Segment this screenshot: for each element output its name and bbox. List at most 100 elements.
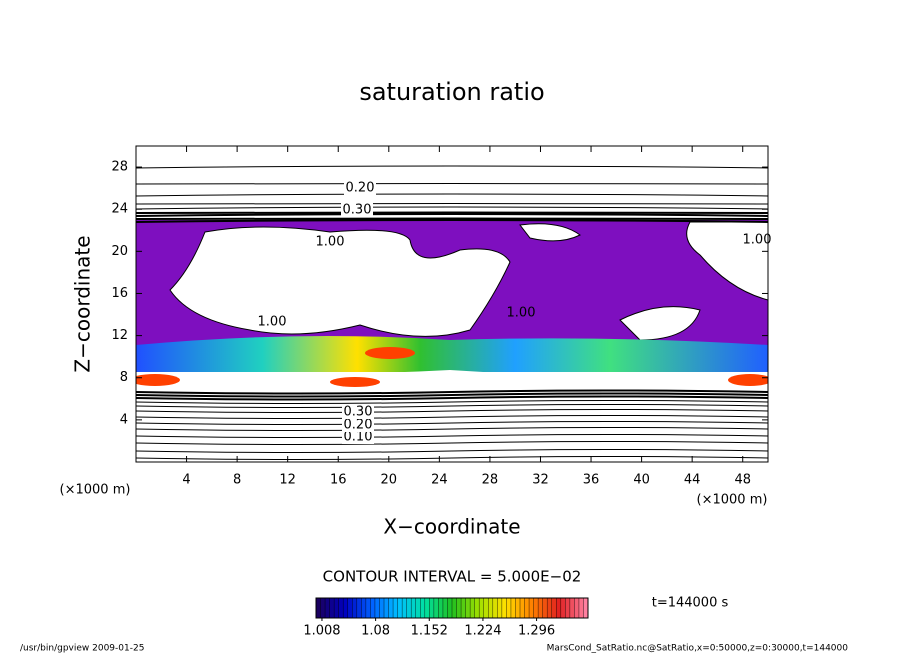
x-tick-label: 4: [182, 473, 190, 488]
colorbar-cell: [334, 598, 340, 618]
colorbar-cell: [538, 598, 544, 618]
contour-line: [136, 183, 768, 185]
footer: MarsCond_SatRatio.nc@SatRatio,x=0:50000,…: [547, 644, 849, 654]
colorbar-cell: [470, 598, 476, 618]
colorbar-cell: [524, 598, 530, 618]
contour-line: [136, 395, 768, 401]
colorbar-cell: [356, 598, 362, 618]
contour-line: [136, 400, 768, 404]
colorbar-cell: [352, 598, 358, 618]
contour-line: [136, 404, 768, 408]
x-unit: (×1000 m): [697, 493, 768, 508]
contour-label: 0.10: [344, 430, 373, 445]
y-tick-label: 28: [111, 160, 128, 175]
y-tick-label: 12: [111, 328, 128, 343]
colorbar-cell: [424, 598, 430, 618]
region: [619, 306, 701, 341]
cloud-core: [330, 377, 380, 387]
colorbar-cell: [520, 598, 526, 618]
region: [519, 223, 581, 242]
colorbar-cell: [565, 598, 571, 618]
colorbar-cell: [370, 598, 376, 618]
colorbar-cell: [438, 598, 444, 618]
x-tick-label: 12: [279, 473, 296, 488]
colorbar-tick-label: 1.224: [464, 624, 501, 639]
label-bg: [344, 181, 376, 195]
contour-line: [136, 434, 768, 438]
colorbar-cell: [433, 598, 439, 618]
contour-label: 0.30: [344, 405, 373, 420]
region: [169, 226, 511, 337]
x-tick-label: 44: [684, 473, 701, 488]
contour-line: [136, 392, 768, 398]
colorbar-frame: [315, 597, 589, 619]
region: [686, 221, 768, 301]
colorbar-cell: [442, 598, 448, 618]
colorbar-cell: [397, 598, 403, 618]
colorbar-cell: [501, 598, 507, 618]
x-tick-label: 36: [583, 473, 600, 488]
contour-line: [136, 456, 768, 460]
y-tick-label: 24: [111, 202, 128, 217]
contour-label: 1.00: [316, 235, 345, 250]
colorbar-cell: [393, 598, 399, 618]
contour-line: [136, 389, 768, 395]
contour-line: [136, 193, 768, 197]
colorbar-cell: [542, 598, 548, 618]
colorbar-cell: [402, 598, 408, 618]
colorbar-cell: [515, 598, 521, 618]
colorbar-cell: [465, 598, 471, 618]
colorbar-cell: [551, 598, 557, 618]
colorbar-cell: [384, 598, 390, 618]
colorbar-cell: [406, 598, 412, 618]
contour-label: 1.00: [258, 315, 287, 330]
colorbar-cell: [556, 598, 562, 618]
cloud-core: [136, 374, 180, 386]
cloud-core: [365, 347, 415, 359]
colorbar-cell: [447, 598, 453, 618]
contour-line: [136, 449, 768, 453]
plot-frame: [135, 145, 769, 463]
footer: /usr/bin/gpview 2009-01-25: [20, 644, 144, 654]
colorbar-cell: [411, 598, 417, 618]
contour-line: [136, 219, 768, 223]
colorbar-cell: [479, 598, 485, 618]
y-axis-title: Z−coordinate: [71, 235, 95, 372]
label-bg: [342, 430, 374, 444]
contour-line: [136, 206, 768, 210]
colorbar-cell: [374, 598, 380, 618]
y-tick-label: 16: [111, 286, 128, 301]
colorbar-cell: [361, 598, 367, 618]
colorbar-cell: [429, 598, 435, 618]
contour-line: [136, 165, 768, 169]
contour-line: [136, 427, 768, 431]
y-tick-label: 4: [120, 412, 128, 427]
contour-line: [136, 203, 768, 205]
colorbar-tick-label: 1.08: [361, 624, 390, 639]
contour-label: 0.30: [343, 203, 372, 218]
label-bg: [342, 405, 374, 419]
contour-label: 0.20: [346, 181, 375, 196]
colorbar-cell: [506, 598, 512, 618]
colorbar-cell: [547, 598, 553, 618]
x-unit: (×1000 m): [60, 483, 131, 498]
colorbar-cell: [379, 598, 385, 618]
x-tick-label: 20: [381, 473, 398, 488]
colorbar-cell: [365, 598, 371, 618]
colorbar-cell: [497, 598, 503, 618]
colorbar-cell: [338, 598, 344, 618]
x-tick-label: 28: [482, 473, 499, 488]
colorbar-cell: [415, 598, 421, 618]
x-tick-label: 40: [633, 473, 650, 488]
colorbar-cell: [533, 598, 539, 618]
colorbar-tick-label: 1.296: [518, 624, 555, 639]
label-bg: [342, 418, 374, 432]
colorbar-cell: [461, 598, 467, 618]
colorbar-cell: [388, 598, 394, 618]
colorbar-cell: [420, 598, 426, 618]
x-tick-label: 16: [330, 473, 347, 488]
x-axis-title: X−coordinate: [383, 515, 520, 539]
cloud-band: [136, 336, 768, 376]
colorbar-cell: [483, 598, 489, 618]
time-label: t=144000 s: [652, 596, 729, 611]
